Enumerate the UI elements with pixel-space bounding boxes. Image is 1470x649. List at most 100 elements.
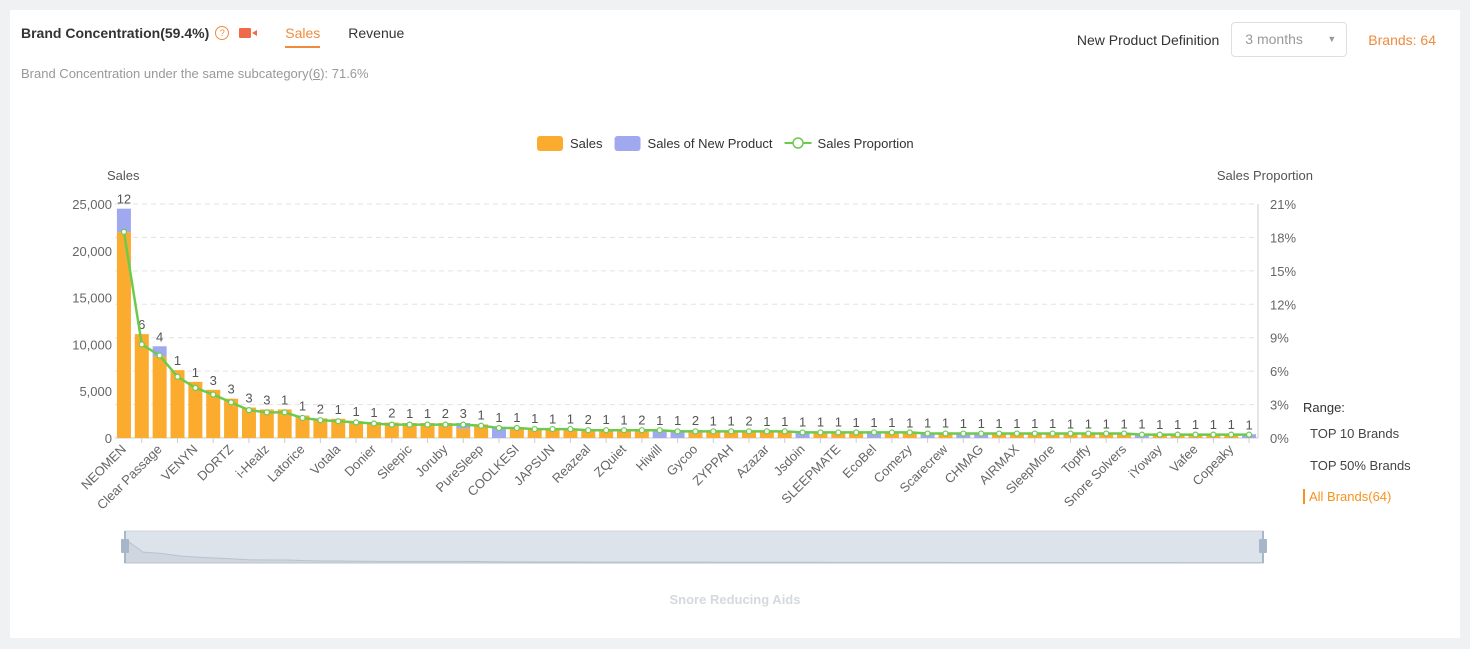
legend-label[interactable]: Sales	[570, 136, 603, 151]
proportion-point[interactable]	[638, 427, 645, 434]
bar-sales[interactable]	[420, 423, 435, 438]
proportion-point[interactable]	[906, 429, 913, 436]
proportion-point[interactable]	[513, 424, 520, 432]
proportion-point[interactable]	[460, 421, 467, 428]
bar-sales[interactable]	[277, 409, 292, 438]
bar-sales[interactable]	[366, 422, 381, 438]
datazoom-slider[interactable]	[124, 530, 1264, 564]
legend-swatch[interactable]	[537, 136, 563, 151]
question-circle-icon[interactable]: ?	[215, 26, 230, 40]
subcategory-link[interactable]: 6	[312, 66, 321, 81]
proportion-point[interactable]	[888, 429, 895, 436]
proportion-point[interactable]	[942, 430, 949, 437]
proportion-point[interactable]	[317, 417, 324, 424]
tab-revenue[interactable]: Revenue	[348, 25, 405, 41]
bar-sales[interactable]	[545, 428, 560, 438]
tab-sales[interactable]: Sales	[285, 24, 321, 48]
proportion-point[interactable]	[1210, 431, 1217, 438]
bar-sales[interactable]	[438, 423, 453, 438]
proportion-point[interactable]	[156, 352, 163, 359]
proportion-point[interactable]	[674, 428, 681, 435]
proportion-point[interactable]	[210, 391, 217, 398]
proportion-point[interactable]	[388, 421, 395, 428]
proportion-point[interactable]	[174, 373, 181, 380]
bar-sales[interactable]	[313, 418, 328, 438]
proportion-point[interactable]	[1013, 430, 1020, 437]
proportion-point[interactable]	[567, 425, 574, 433]
proportion-point[interactable]	[728, 428, 735, 435]
proportion-point[interactable]	[781, 428, 788, 435]
range-top10[interactable]: TOP 10 Brands	[1310, 426, 1400, 441]
bar-sales[interactable]	[349, 421, 364, 438]
bar-sales[interactable]	[331, 418, 346, 438]
proportion-point[interactable]	[1031, 430, 1038, 437]
proportion-point[interactable]	[192, 384, 199, 391]
proportion-point[interactable]	[263, 409, 270, 416]
proportion-point[interactable]	[1156, 431, 1163, 438]
bar-sales[interactable]	[563, 428, 578, 438]
bar-sales[interactable]	[224, 398, 239, 438]
bar-new-product[interactable]	[652, 429, 667, 438]
proportion-point[interactable]	[370, 420, 378, 427]
bar-sales[interactable]	[384, 422, 399, 438]
proportion-point[interactable]	[995, 430, 1003, 437]
proportion-point[interactable]	[656, 427, 663, 434]
bar-sales[interactable]	[509, 427, 524, 438]
bar-sales[interactable]	[456, 428, 471, 438]
proportion-point[interactable]	[763, 428, 770, 435]
proportion-point[interactable]	[1192, 431, 1199, 438]
proportion-point[interactable]	[692, 428, 699, 435]
proportion-point[interactable]	[1245, 431, 1253, 438]
proportion-point[interactable]	[120, 228, 128, 235]
video-camera-icon[interactable]	[239, 28, 258, 38]
proportion-point[interactable]	[1085, 430, 1092, 437]
bar-sales[interactable]	[402, 423, 417, 438]
datazoom-handle-left[interactable]	[121, 539, 129, 553]
bar-sales[interactable]	[688, 432, 703, 438]
bar-sales[interactable]	[116, 232, 131, 438]
proportion-point[interactable]	[1103, 430, 1110, 437]
bar-sales[interactable]	[599, 429, 614, 438]
proportion-point[interactable]	[603, 427, 610, 434]
bar-sales[interactable]	[241, 407, 256, 438]
proportion-point[interactable]	[1228, 431, 1235, 438]
proportion-point[interactable]	[245, 407, 253, 414]
proportion-point[interactable]	[924, 430, 931, 437]
proportion-point[interactable]	[424, 421, 431, 428]
proportion-point[interactable]	[960, 430, 967, 437]
bar-sales[interactable]	[581, 429, 596, 438]
proportion-point[interactable]	[870, 429, 878, 436]
proportion-point[interactable]	[478, 422, 485, 429]
proportion-point[interactable]	[620, 427, 628, 434]
bar-sales[interactable]	[134, 334, 149, 438]
proportion-point[interactable]	[1067, 430, 1074, 437]
proportion-point[interactable]	[1138, 431, 1146, 438]
bar-new-product[interactable]	[152, 346, 167, 357]
legend-label[interactable]: Sales Proportion	[818, 136, 914, 151]
proportion-point[interactable]	[745, 428, 753, 435]
proportion-point[interactable]	[138, 341, 145, 348]
datazoom-handle-right[interactable]	[1259, 539, 1267, 553]
proportion-point[interactable]	[353, 419, 360, 426]
proportion-point[interactable]	[978, 430, 985, 437]
new-product-select[interactable]: 3 months ▼	[1231, 22, 1348, 57]
bar-sales[interactable]	[152, 356, 167, 438]
proportion-point[interactable]	[585, 427, 592, 434]
proportion-point[interactable]	[442, 421, 449, 428]
legend-label[interactable]: Sales of New Product	[648, 136, 773, 151]
proportion-point[interactable]	[1049, 430, 1056, 437]
proportion-point[interactable]	[531, 425, 538, 433]
proportion-point[interactable]	[299, 414, 306, 422]
proportion-point[interactable]	[835, 429, 842, 436]
bar-sales[interactable]	[295, 415, 310, 438]
bar-sales[interactable]	[474, 424, 489, 438]
bar-sales[interactable]	[777, 431, 792, 438]
proportion-point[interactable]	[799, 429, 806, 436]
proportion-point[interactable]	[853, 429, 860, 436]
bar-new-product[interactable]	[491, 426, 506, 438]
proportion-point[interactable]	[1174, 431, 1181, 438]
proportion-point[interactable]	[335, 418, 342, 425]
proportion-point[interactable]	[549, 425, 556, 433]
bar-sales[interactable]	[616, 429, 631, 438]
bar-sales[interactable]	[259, 409, 274, 438]
